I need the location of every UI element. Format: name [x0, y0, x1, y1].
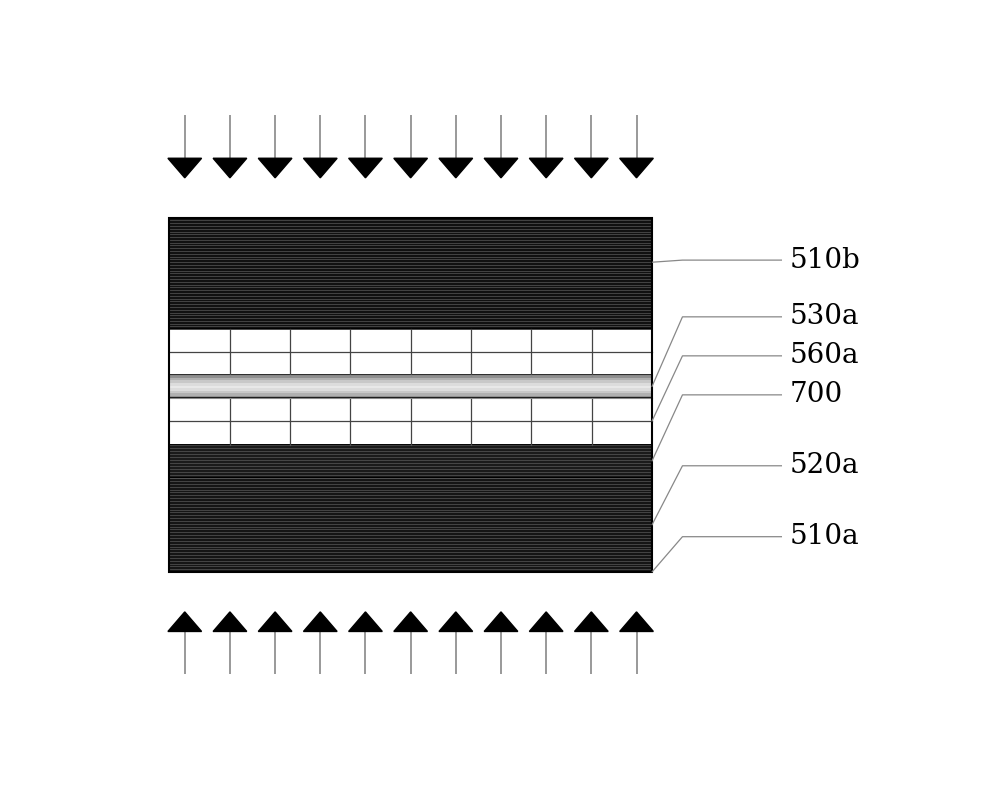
Polygon shape — [213, 158, 247, 178]
Polygon shape — [394, 612, 428, 631]
Polygon shape — [484, 612, 518, 631]
Bar — [170, 391, 652, 393]
Text: 520a: 520a — [789, 453, 860, 480]
Bar — [170, 388, 652, 391]
Bar — [170, 393, 652, 396]
Polygon shape — [303, 158, 337, 178]
Polygon shape — [303, 612, 337, 631]
Bar — [170, 218, 652, 572]
Bar — [170, 386, 652, 388]
Polygon shape — [439, 158, 472, 178]
Bar — [170, 380, 652, 383]
Bar — [170, 330, 652, 376]
Text: 700: 700 — [789, 381, 843, 408]
Bar — [170, 396, 652, 399]
Text: 510b: 510b — [789, 247, 861, 274]
Text: 510a: 510a — [789, 523, 860, 550]
Polygon shape — [349, 158, 382, 178]
Polygon shape — [619, 612, 653, 631]
Polygon shape — [394, 158, 428, 178]
Bar — [170, 478, 652, 572]
Bar — [170, 218, 652, 330]
Polygon shape — [574, 612, 609, 631]
Polygon shape — [213, 612, 247, 631]
Polygon shape — [574, 158, 609, 178]
Bar — [170, 376, 652, 378]
Text: 560a: 560a — [789, 342, 860, 369]
Polygon shape — [530, 158, 563, 178]
Polygon shape — [619, 158, 653, 178]
Bar — [170, 399, 652, 445]
Text: 530a: 530a — [789, 303, 860, 330]
Polygon shape — [484, 158, 518, 178]
Polygon shape — [168, 612, 202, 631]
Bar — [170, 383, 652, 386]
Bar — [170, 445, 652, 478]
Bar — [170, 378, 652, 380]
Polygon shape — [439, 612, 472, 631]
Polygon shape — [168, 158, 202, 178]
Polygon shape — [258, 612, 292, 631]
Polygon shape — [258, 158, 292, 178]
Polygon shape — [530, 612, 563, 631]
Polygon shape — [349, 612, 382, 631]
